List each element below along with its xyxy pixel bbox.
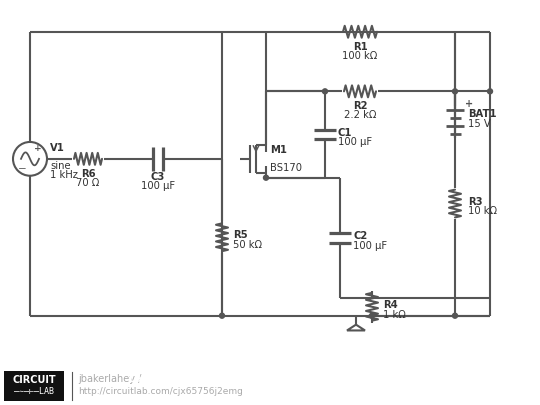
Text: http://circuitlab.com/cjx65756j2emg: http://circuitlab.com/cjx65756j2emg bbox=[78, 387, 243, 396]
Bar bbox=[4, 371, 64, 401]
Circle shape bbox=[219, 313, 225, 318]
Text: 2.2 kΩ: 2.2 kΩ bbox=[344, 110, 376, 120]
Circle shape bbox=[453, 313, 457, 318]
Text: sine: sine bbox=[50, 161, 71, 171]
Circle shape bbox=[264, 175, 268, 180]
Text: jbakerlahey /: jbakerlahey / bbox=[78, 374, 145, 384]
Text: R3: R3 bbox=[468, 196, 483, 207]
Text: C1: C1 bbox=[338, 128, 353, 138]
Text: BS170: BS170 bbox=[270, 163, 302, 173]
Text: R4: R4 bbox=[383, 300, 398, 310]
Text: +: + bbox=[34, 145, 42, 153]
Circle shape bbox=[453, 89, 457, 94]
Text: 100 kΩ: 100 kΩ bbox=[342, 51, 377, 61]
Circle shape bbox=[322, 89, 327, 94]
Text: 15 V: 15 V bbox=[468, 119, 491, 129]
Text: 50 kΩ: 50 kΩ bbox=[233, 240, 262, 250]
Text: 100 μF: 100 μF bbox=[141, 181, 175, 191]
Text: +: + bbox=[465, 99, 473, 109]
Text: 70 Ω: 70 Ω bbox=[76, 178, 99, 188]
Text: V1: V1 bbox=[50, 143, 65, 153]
Text: CIRCUIT: CIRCUIT bbox=[12, 375, 56, 385]
Text: R5: R5 bbox=[233, 230, 248, 240]
Text: Lab 3 circuit 2: Lab 3 circuit 2 bbox=[129, 374, 207, 384]
Text: R2: R2 bbox=[353, 101, 367, 111]
Text: 10 kΩ: 10 kΩ bbox=[468, 207, 497, 216]
Text: —∼—⊢—LAB: —∼—⊢—LAB bbox=[14, 387, 54, 396]
Text: −: − bbox=[18, 164, 26, 174]
Text: R6: R6 bbox=[80, 169, 96, 179]
Text: 100 μF: 100 μF bbox=[338, 137, 372, 147]
Text: C2: C2 bbox=[353, 231, 367, 241]
Text: BAT1: BAT1 bbox=[468, 109, 497, 119]
Text: M1: M1 bbox=[270, 145, 287, 155]
Text: 1 kHz: 1 kHz bbox=[50, 170, 78, 180]
Circle shape bbox=[488, 89, 492, 94]
Text: 100 μF: 100 μF bbox=[353, 241, 387, 251]
Text: 1 kΩ: 1 kΩ bbox=[383, 310, 406, 320]
Circle shape bbox=[369, 313, 375, 318]
Text: C3: C3 bbox=[151, 172, 165, 182]
Text: R1: R1 bbox=[353, 42, 367, 52]
